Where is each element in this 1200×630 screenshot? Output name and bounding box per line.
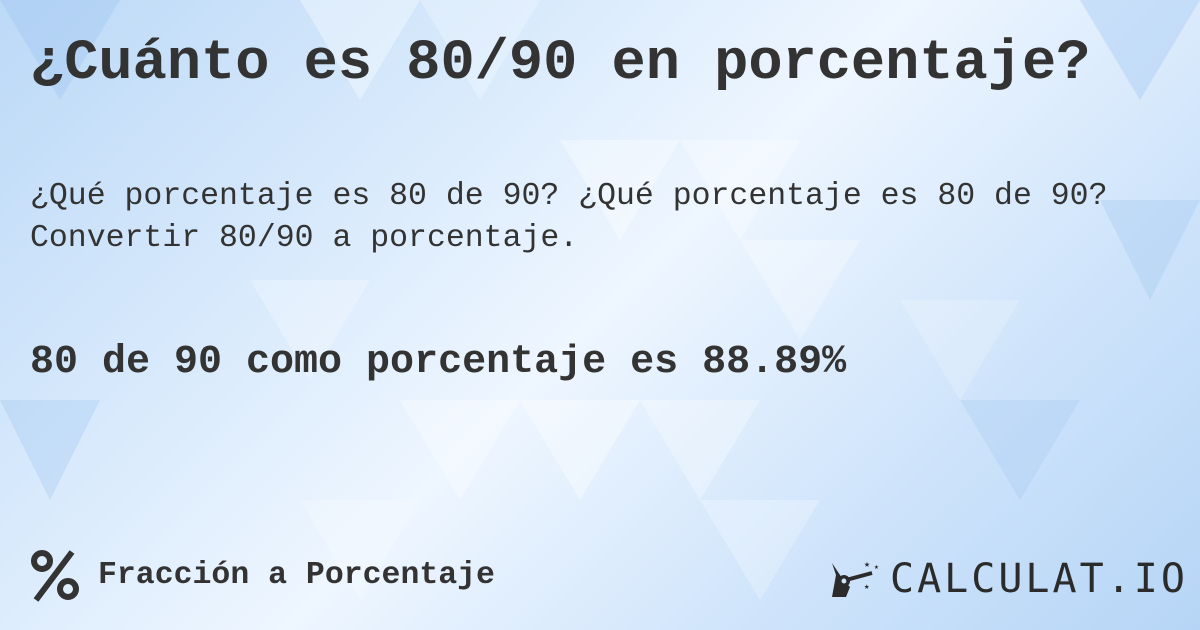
description-line-1: ¿Qué porcentaje es 80 de 90? ¿Qué porcen… [30, 179, 1108, 214]
svg-text:★: ★ [864, 582, 870, 592]
result-text: 80 de 90 como porcentaje es 88.89% [30, 340, 847, 385]
page-title: ¿Cuánto es 80/90 en porcentaje? [30, 32, 1091, 96]
description: ¿Qué porcentaje es 80 de 90? ¿Qué porcen… [30, 176, 1107, 260]
magic-hand-wand-icon: ★ ★ ★ [832, 560, 879, 597]
calculat-io-logo: ★ ★ ★ CALCULAT.IO [828, 556, 1188, 602]
svg-text:★: ★ [874, 563, 879, 572]
category-label-group: Fracción a Porcentaje [30, 548, 495, 602]
svg-text:★: ★ [864, 560, 870, 571]
logo-text: CALCULAT.IO [890, 556, 1188, 602]
percent-icon [31, 550, 79, 602]
description-line-2: Convertir 80/90 a porcentaje. [30, 221, 579, 256]
category-label: Fracción a Porcentaje [98, 557, 495, 593]
